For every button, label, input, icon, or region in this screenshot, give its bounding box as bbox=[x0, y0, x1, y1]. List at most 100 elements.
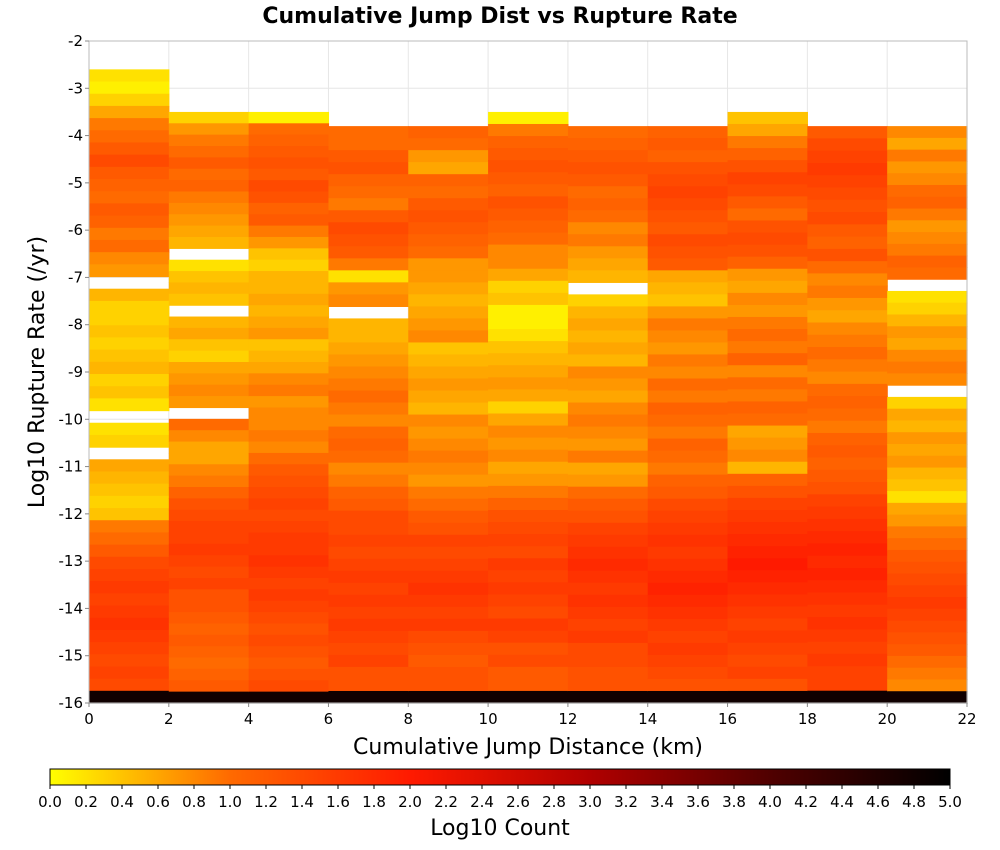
heatmap-cell bbox=[408, 330, 489, 344]
heatmap-cell bbox=[488, 341, 569, 354]
heatmap-cell bbox=[168, 509, 250, 522]
heatmap-cell bbox=[408, 486, 489, 500]
heatmap-cell bbox=[89, 544, 170, 558]
heatmap-cell bbox=[328, 330, 409, 344]
heatmap-cell bbox=[647, 630, 729, 644]
heatmap-cell bbox=[168, 475, 250, 488]
heatmap-cell bbox=[887, 173, 968, 186]
heatmap-cell bbox=[647, 618, 729, 632]
heatmap-cell bbox=[168, 123, 250, 136]
colorbar-tick-label: 4.0 bbox=[758, 793, 782, 811]
heatmap-cell bbox=[328, 546, 409, 560]
heatmap-cell bbox=[328, 258, 409, 271]
heatmap-cell bbox=[408, 414, 489, 428]
heatmap-cell bbox=[168, 430, 250, 443]
heatmap-cell bbox=[248, 464, 330, 477]
heatmap-cell bbox=[248, 691, 330, 704]
heatmap-cell bbox=[248, 555, 330, 568]
heatmap-cell bbox=[328, 390, 409, 404]
heatmap-cell bbox=[89, 508, 170, 521]
heatmap-cell bbox=[727, 485, 808, 499]
heatmap-cell bbox=[887, 526, 968, 539]
heatmap-cell bbox=[89, 581, 170, 594]
heatmap-cell bbox=[727, 341, 808, 354]
heatmap-cell bbox=[727, 461, 808, 475]
heatmap-cell bbox=[567, 582, 649, 596]
heatmap-cell bbox=[328, 666, 409, 680]
heatmap-cell bbox=[647, 354, 729, 368]
heatmap-cell bbox=[647, 318, 729, 332]
heatmap-cell bbox=[89, 288, 170, 302]
heatmap-cell bbox=[488, 184, 569, 197]
heatmap-cell bbox=[807, 310, 888, 324]
colorbar bbox=[49, 768, 951, 786]
heatmap-cell bbox=[408, 462, 489, 476]
y-tick-label: -4 bbox=[68, 127, 83, 145]
heatmap-cell bbox=[89, 495, 170, 509]
heatmap-cell bbox=[408, 390, 489, 404]
heatmap-cell bbox=[408, 474, 489, 488]
heatmap-cell bbox=[887, 549, 968, 563]
heatmap-cell bbox=[647, 462, 729, 476]
heatmap-cell bbox=[567, 666, 649, 680]
heatmap-cell bbox=[248, 259, 330, 272]
heatmap-cell bbox=[168, 373, 250, 386]
heatmap-cell bbox=[887, 302, 968, 316]
heatmap-cell bbox=[248, 157, 330, 170]
heatmap-cell bbox=[727, 389, 808, 403]
heatmap-cell bbox=[807, 359, 888, 373]
heatmap-cell bbox=[328, 138, 409, 151]
heatmap-cell bbox=[647, 366, 729, 380]
heatmap-cell bbox=[488, 570, 569, 583]
heatmap-cell bbox=[89, 337, 170, 351]
chart-title: Cumulative Jump Dist vs Rupture Rate bbox=[262, 4, 737, 29]
heatmap-cell bbox=[168, 202, 250, 215]
heatmap-cell bbox=[248, 509, 330, 522]
heatmap-cell bbox=[168, 180, 250, 193]
heatmap-cell bbox=[328, 222, 409, 235]
heatmap-cell bbox=[567, 390, 649, 404]
heatmap-cell bbox=[168, 555, 250, 568]
heatmap-cell bbox=[567, 342, 649, 356]
heatmap-cell bbox=[408, 690, 489, 704]
heatmap-cell bbox=[408, 354, 489, 368]
heatmap-cell bbox=[89, 118, 170, 131]
heatmap-cell bbox=[328, 630, 409, 644]
heatmap-cell bbox=[488, 316, 569, 330]
heatmap-cell bbox=[567, 126, 649, 139]
heatmap-cell bbox=[807, 273, 888, 287]
heatmap-cell bbox=[248, 191, 330, 204]
heatmap-cell bbox=[567, 330, 649, 344]
heatmap-cell bbox=[488, 172, 569, 185]
x-tick-label: 22 bbox=[957, 710, 976, 728]
heatmap-cell bbox=[168, 623, 250, 636]
colorbar-tick-label: 2.4 bbox=[470, 793, 494, 811]
heatmap-cell bbox=[328, 198, 409, 211]
heatmap-cell bbox=[248, 327, 330, 340]
heatmap-cell bbox=[807, 666, 888, 680]
heatmap-cell bbox=[647, 546, 729, 560]
heatmap-cell bbox=[807, 457, 888, 471]
heatmap-cell bbox=[408, 438, 489, 452]
heatmap-cell bbox=[727, 473, 808, 487]
heatmap-cell bbox=[647, 498, 729, 512]
heatmap-cell bbox=[727, 413, 808, 427]
heatmap-cell bbox=[727, 510, 808, 523]
heatmap-cell bbox=[567, 654, 649, 668]
heatmap-cell bbox=[807, 580, 888, 594]
heatmap-cell bbox=[807, 138, 888, 152]
heatmap-cell bbox=[488, 461, 569, 475]
heatmap-cell bbox=[168, 498, 250, 511]
heatmap-cell bbox=[887, 585, 968, 598]
heatmap-cell bbox=[248, 634, 330, 647]
heatmap-cell bbox=[168, 612, 250, 625]
heatmap-cell bbox=[647, 678, 729, 692]
heatmap-cell bbox=[807, 248, 888, 262]
heatmap-cell bbox=[248, 521, 330, 534]
y-tick-label: -12 bbox=[59, 505, 84, 523]
y-tick-label: -8 bbox=[68, 316, 83, 334]
colorbar-tick-label: 4.8 bbox=[902, 793, 926, 811]
heatmap-cell bbox=[647, 510, 729, 524]
heatmap-cell bbox=[328, 462, 409, 476]
heatmap-cell bbox=[647, 258, 729, 271]
